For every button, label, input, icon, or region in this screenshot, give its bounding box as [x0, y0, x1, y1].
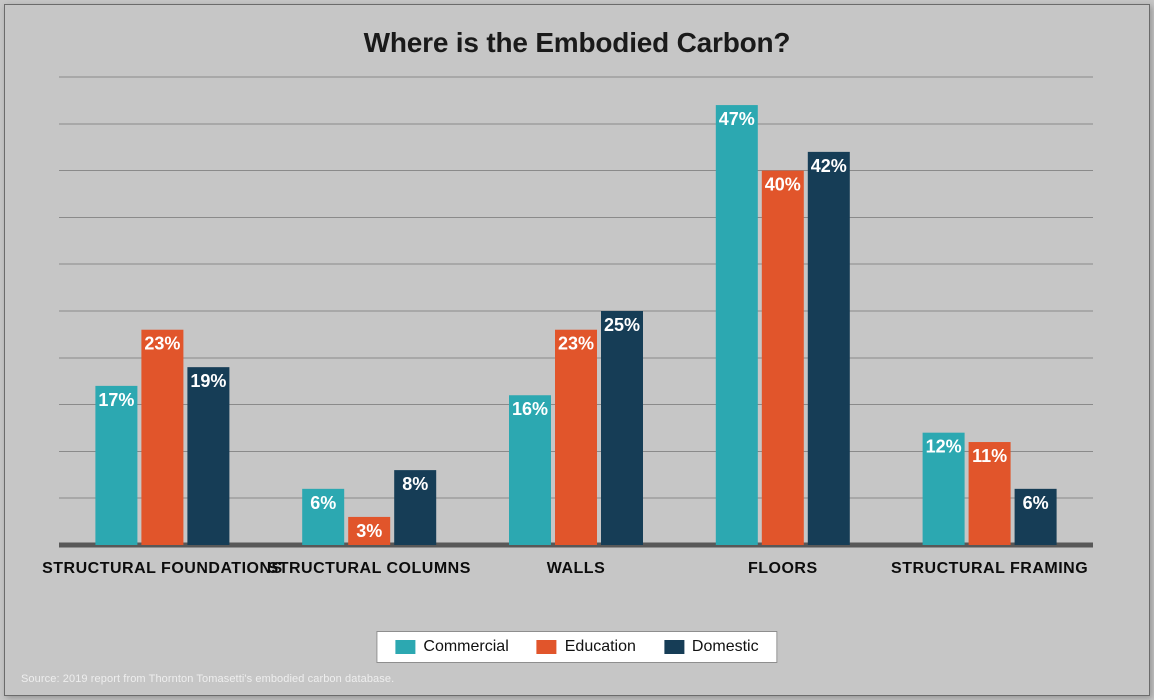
bar	[601, 311, 643, 545]
legend-item: Commercial	[395, 638, 508, 656]
category-label: STRUCTURAL COLUMNS	[268, 560, 471, 577]
bar	[716, 105, 758, 545]
bar-value-label: 6%	[310, 493, 336, 513]
bar	[762, 171, 804, 545]
bar-value-label: 8%	[402, 474, 428, 494]
bar-value-label: 12%	[926, 437, 962, 457]
bar-value-label: 17%	[98, 390, 134, 410]
legend-label: Education	[565, 638, 636, 656]
bar-value-label: 11%	[972, 446, 1007, 466]
chart-title: Where is the Embodied Carbon?	[41, 27, 1113, 59]
bar-value-label: 40%	[765, 175, 801, 195]
legend-swatch	[664, 640, 684, 654]
plot-area: 17% 23% 19% STRUCTURAL FOUNDATIONS 6% 3% 8% STR…	[41, 69, 1113, 589]
chart-container: Where is the Embodied Carbon? 17% 23% 19% S…	[4, 4, 1150, 696]
bar-value-label: 25%	[604, 315, 640, 335]
legend-label: Commercial	[423, 638, 508, 656]
bar	[141, 330, 183, 545]
bar	[555, 330, 597, 545]
bar-value-label: 16%	[512, 399, 548, 419]
legend-swatch	[395, 640, 415, 654]
legend-swatch	[537, 640, 557, 654]
bar-value-label: 3%	[356, 521, 382, 541]
bar	[187, 367, 229, 545]
bar-value-label: 47%	[719, 109, 755, 129]
category-label: WALLS	[547, 560, 606, 577]
bar	[808, 152, 850, 545]
chart-svg: 17% 23% 19% STRUCTURAL FOUNDATIONS 6% 3% 8% STR…	[41, 69, 1111, 589]
category-label: FLOORS	[748, 560, 818, 577]
category-label: STRUCTURAL FRAMING	[891, 560, 1088, 577]
category-label: STRUCTURAL FOUNDATIONS	[42, 560, 283, 577]
legend-item: Domestic	[664, 638, 759, 656]
bar-value-label: 6%	[1023, 493, 1049, 513]
legend-item: Education	[537, 638, 636, 656]
bar-value-label: 42%	[811, 156, 847, 176]
source-text: Source: 2019 report from Thornton Tomase…	[21, 673, 394, 685]
bar-value-label: 23%	[144, 334, 180, 354]
bar-value-label: 19%	[190, 371, 226, 391]
legend: Commercial Education Domestic	[376, 631, 777, 663]
legend-label: Domestic	[692, 638, 759, 656]
bar-value-label: 23%	[558, 334, 594, 354]
